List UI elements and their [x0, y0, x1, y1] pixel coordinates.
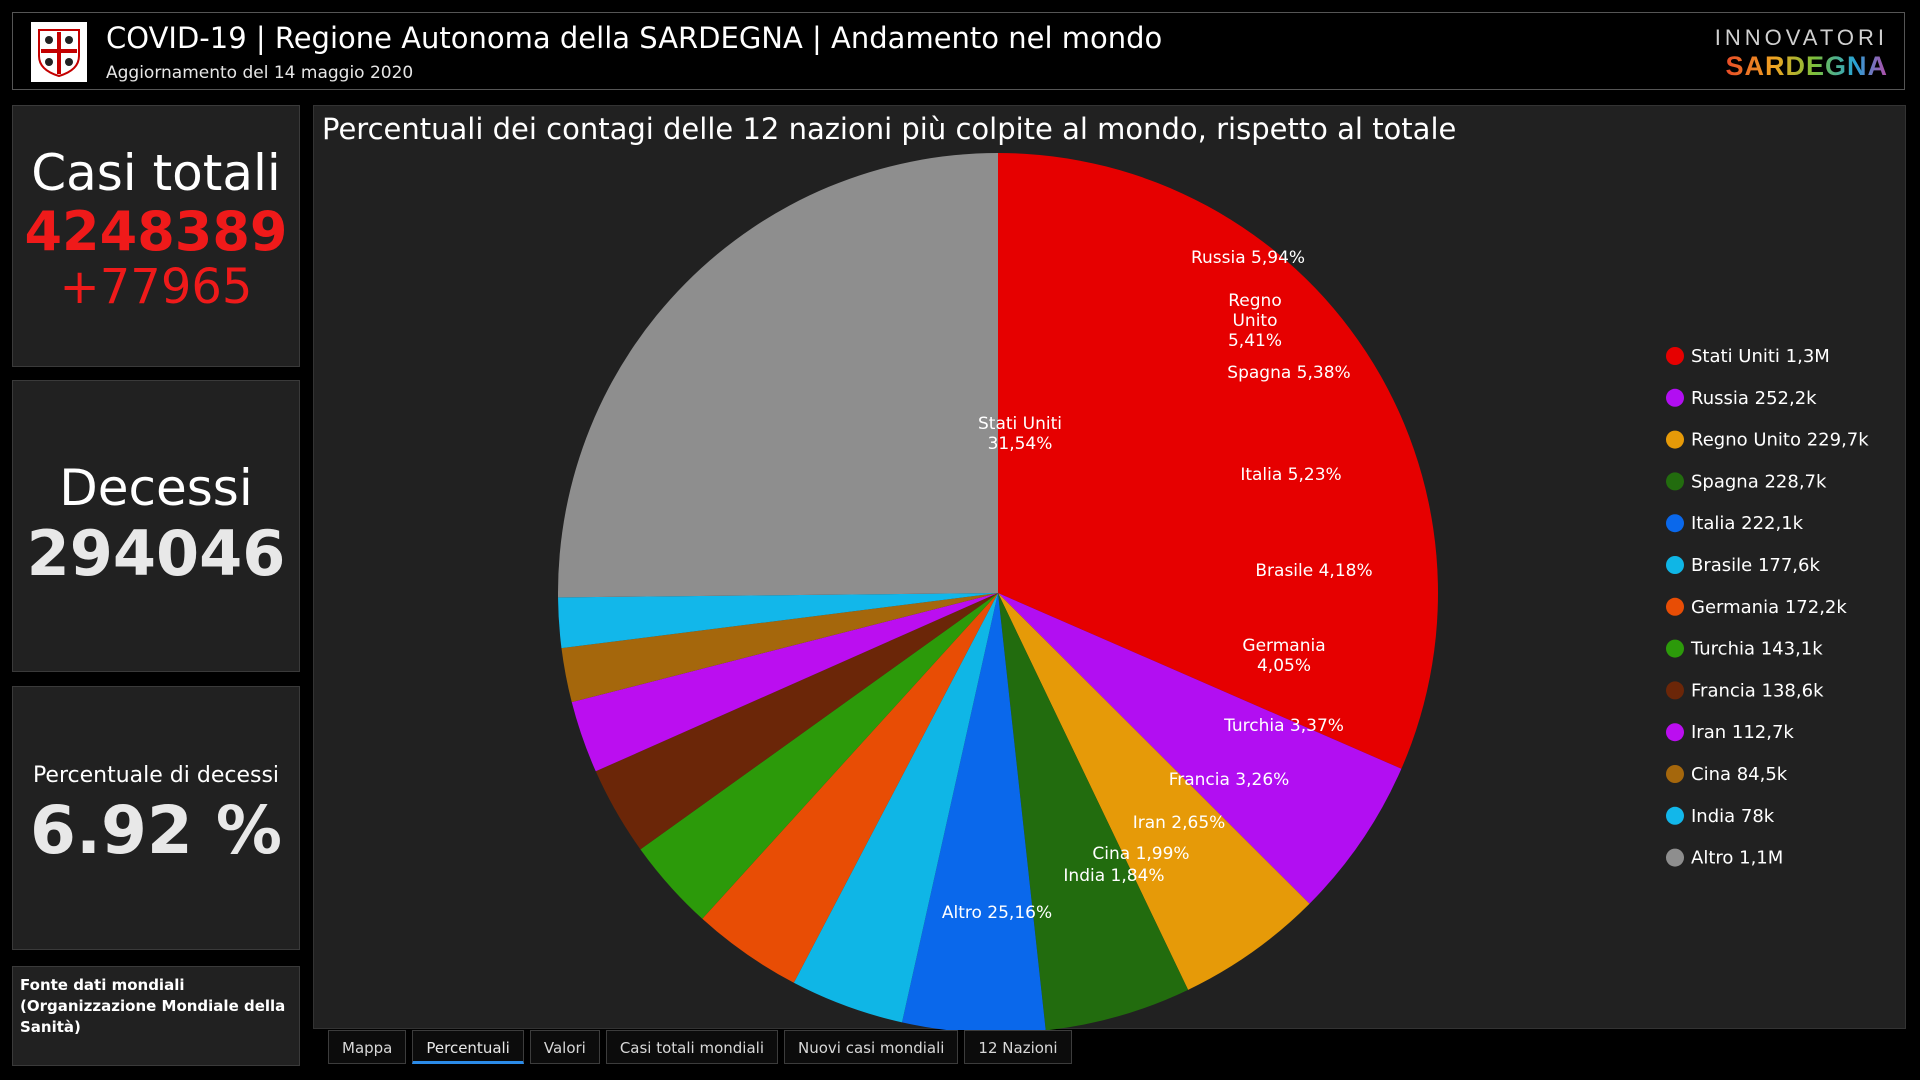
tab-mappa[interactable]: Mappa [328, 1030, 407, 1064]
legend-label-italia[interactable]: Italia 222,1k [1691, 513, 1804, 534]
slice-label-altro: Altro 25,16% [942, 903, 1052, 923]
slice-label-brasile: Brasile 4,18% [1255, 561, 1372, 581]
legend-marker-stati-uniti[interactable] [1666, 347, 1684, 365]
view-tabs: Mappa Percentuali Valori Casi totali mondia… [328, 1030, 1072, 1066]
sardinia-emblem-icon [31, 22, 87, 82]
deaths-label: Decessi [59, 459, 253, 517]
slice-label-germania: Germania 4,05% [1242, 636, 1325, 676]
slice-label-spagna: Spagna 5,38% [1227, 363, 1350, 383]
slice-label-russia: Russia 5,94% [1191, 248, 1305, 268]
legend-label-cina[interactable]: Cina 84,5k [1691, 764, 1788, 785]
pie-slice-turchia[interactable] [640, 593, 998, 919]
pie-slice-brasile[interactable] [793, 593, 998, 1023]
tab-12-nazioni[interactable]: 12 Nazioni [964, 1030, 1072, 1064]
tab-percentuali[interactable]: Percentuali [412, 1030, 524, 1064]
tab-casi-totali-mondiali[interactable]: Casi totali mondiali [605, 1030, 778, 1064]
slice-label-india: India 1,84% [1063, 866, 1164, 886]
deaths-card: Decessi 294046 [12, 380, 300, 672]
pie-chart: Stati Uniti 31,54% Russia 5,94% Regno Unito 5… [558, 153, 1869, 1030]
update-date: Aggiornamento del 14 maggio 2020 [106, 63, 414, 83]
legend-marker-altro[interactable] [1666, 848, 1684, 867]
legend-label-altro[interactable]: Altro 1,1M [1691, 848, 1783, 869]
legend-label-russia[interactable]: Russia 252,2k [1691, 388, 1817, 409]
page-title: COVID-19 | Regione Autonoma della SARDEG… [106, 21, 1163, 55]
legend-marker-regno-unito[interactable] [1666, 430, 1684, 449]
total-cases-card: Casi totali 4248389 +77965 [12, 105, 300, 367]
pie-slice-iran[interactable] [571, 593, 998, 772]
slice-label-italia: Italia 5,23% [1240, 465, 1341, 485]
slice-label-turchia: Turchia 3,37% [1223, 716, 1344, 736]
pie-slice-altro[interactable] [558, 153, 998, 598]
legend-marker-brasile[interactable] [1666, 556, 1684, 574]
slice-label-cina: Cina 1,99% [1092, 844, 1189, 864]
total-cases-delta: +77965 [59, 259, 253, 315]
data-source-card: Fonte dati mondiali (Organizzazione Mond… [12, 966, 300, 1066]
legend-label-germania[interactable]: Germania 172,2k [1691, 597, 1847, 618]
legend-label-francia[interactable]: Francia 138,6k [1691, 680, 1824, 701]
chart-panel: Percentuali dei contagi delle 12 nazioni… [313, 105, 1906, 1030]
legend-marker-cina[interactable] [1666, 765, 1684, 783]
pie-slice-russia[interactable] [998, 593, 1402, 904]
death-rate-label: Percentuale di decessi [32, 763, 280, 788]
pie-slice-regno-unito[interactable] [998, 593, 1310, 990]
legend-marker-iran[interactable] [1666, 723, 1684, 742]
legend-marker-francia[interactable] [1666, 681, 1684, 700]
legend-label-regno-unito[interactable]: Regno Unito 229,7k [1691, 430, 1869, 451]
tab-valori[interactable]: Valori [529, 1030, 600, 1064]
pie-slice-cina[interactable] [561, 593, 998, 703]
legend-label-brasile[interactable]: Brasile 177,6k [1691, 555, 1820, 576]
legend-label-turchia[interactable]: Turchia 143,1k [1690, 639, 1823, 660]
legend-marker-spagna[interactable] [1666, 472, 1684, 491]
tab-nuovi-casi-mondiali[interactable]: Nuovi casi mondiali [784, 1030, 959, 1064]
deaths-value: 294046 [26, 517, 286, 590]
brand-logo-bottom: SARDEGNA [1725, 51, 1888, 81]
pie-slice-india[interactable] [558, 593, 998, 649]
slice-label-francia: Francia 3,26% [1169, 770, 1290, 790]
pie-slice-stati-uniti[interactable] [998, 153, 1438, 769]
legend-marker-germania[interactable] [1666, 597, 1684, 616]
death-rate-value: 6.92 % [30, 792, 282, 869]
legend-label-stati-uniti[interactable]: Stati Uniti 1,3M [1691, 346, 1830, 367]
legend-label-iran[interactable]: Iran 112,7k [1691, 722, 1794, 743]
data-source-text: Fonte dati mondiali (Organizzazione Mond… [20, 976, 286, 1036]
pie-slice-francia[interactable] [595, 593, 998, 850]
pie-slice-italia[interactable] [902, 593, 1046, 1030]
pie-slice-spagna[interactable] [998, 593, 1189, 1030]
legend-label-spagna[interactable]: Spagna 228,7k [1691, 471, 1827, 492]
header-bar: COVID-19 | Regione Autonoma della SARDEG… [12, 12, 1905, 90]
slice-label-stati-uniti: Stati Uniti 31,54% [978, 414, 1062, 454]
total-cases-label: Casi totali [31, 144, 281, 202]
total-cases-value: 4248389 [24, 200, 288, 263]
pie-slice-germania[interactable] [702, 593, 998, 983]
legend-label-india[interactable]: India 78k [1691, 806, 1775, 827]
slice-label-iran: Iran 2,65% [1133, 813, 1226, 833]
legend-marker-india[interactable] [1666, 806, 1684, 825]
slice-label-regno-unito: Regno Unito 5,41% [1228, 291, 1282, 351]
brand-logo-top: INNOVATORI [1714, 25, 1888, 50]
death-rate-card: Percentuale di decessi 6.92 % [12, 686, 300, 950]
chart-title: Percentuali dei contagi delle 12 nazioni… [322, 112, 1457, 146]
legend-marker-italia[interactable] [1666, 514, 1684, 533]
legend-marker-russia[interactable] [1666, 388, 1684, 407]
legend-marker-turchia[interactable] [1666, 639, 1684, 658]
